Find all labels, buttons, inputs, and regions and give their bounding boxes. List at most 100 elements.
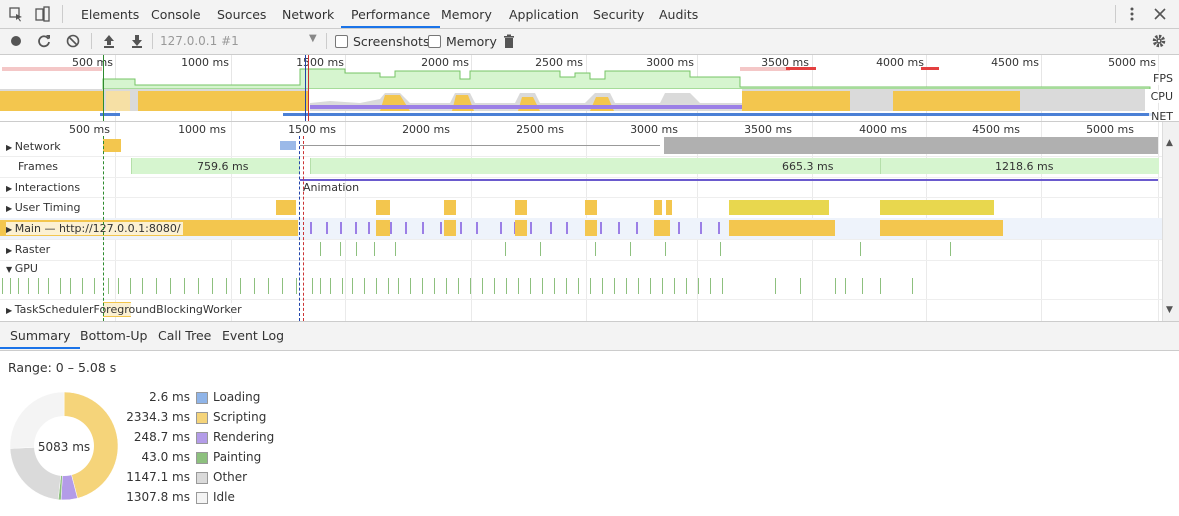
tab-performance[interactable]: Performance — [341, 0, 441, 28]
tab-security[interactable]: Security — [593, 7, 645, 22]
legend-item-loading: 2.6 ms Loading — [120, 390, 320, 410]
trash-icon[interactable] — [501, 33, 517, 49]
tab-elements[interactable]: Elements — [81, 7, 140, 22]
network-track-label: ▶ Network — [6, 140, 63, 153]
scroll-up-icon[interactable]: ▲ — [1166, 138, 1173, 148]
legend-value: 2334.3 ms — [126, 410, 190, 424]
ruler-tick: 2500 ms — [516, 123, 564, 136]
legend-swatch — [196, 432, 208, 444]
user-timing-track[interactable]: ▶ User Timing — [0, 197, 1162, 219]
fps-graph — [2, 67, 1151, 89]
legend-name: Rendering — [213, 430, 275, 444]
overview-tick: 2500 ms — [535, 56, 583, 69]
clear-icon[interactable] — [65, 33, 81, 49]
details-tab-bar: Summary Bottom-Up Call Tree Event Log — [0, 321, 1179, 351]
more-options-icon[interactable] — [1124, 6, 1140, 22]
overview-tick: 500 ms — [72, 56, 113, 69]
interactions-track[interactable]: Animation ▶ Interactions — [0, 177, 1162, 198]
save-profile-icon[interactable] — [129, 33, 145, 49]
summary-donut-chart — [9, 391, 119, 501]
tab-summary[interactable]: Summary — [0, 322, 81, 349]
tab-network[interactable]: Network — [282, 7, 335, 22]
tab-sources[interactable]: Sources — [217, 7, 267, 22]
gpu-track[interactable]: ▼ GPU — [0, 260, 1162, 300]
legend-name: Other — [213, 470, 248, 484]
profile-select[interactable]: 127.0.0.1 #1 ▼ — [157, 32, 323, 50]
network-track[interactable]: ▶ Network — [0, 136, 1162, 157]
flame-chart-scrollbar[interactable]: ▲ ▼ — [1162, 122, 1179, 321]
memory-label: Memory — [446, 34, 497, 49]
net-graph — [100, 113, 1153, 116]
ruler-tick: 1500 ms — [288, 123, 336, 136]
raster-track[interactable]: ▶ Raster — [0, 239, 1162, 261]
ruler-tick: 4000 ms — [859, 123, 907, 136]
tab-application[interactable]: Application — [509, 7, 579, 22]
legend-name: Idle — [213, 490, 235, 504]
legend-item-scripting: 2334.3 ms Scripting — [120, 410, 320, 430]
summary-panel: Range: 0 – 5.08 s 5083 ms 2.6 ms Loading… — [0, 350, 1179, 516]
reload-record-icon[interactable] — [36, 33, 52, 49]
overview-tick: 1000 ms — [181, 56, 229, 69]
performance-toolbar: 127.0.0.1 #1 ▼ Screenshots Memory — [0, 29, 1179, 55]
gpu-tasks — [2, 278, 913, 294]
ruler-tick: 2000 ms — [402, 123, 450, 136]
overview-tick: 3500 ms — [761, 56, 809, 69]
device-toolbar-icon[interactable] — [34, 6, 50, 22]
main-thread-tasks — [310, 220, 1003, 236]
chevron-down-icon: ▼ — [309, 33, 317, 44]
screenshots-label: Screenshots — [353, 34, 430, 49]
frames-track-label: Frames — [18, 160, 61, 173]
fps-label: FPS — [1151, 72, 1175, 85]
main-thread-track[interactable]: ▶ Main — http://127.0.0.1:8080/ — [0, 218, 1162, 240]
legend-swatch — [196, 392, 208, 404]
flame-chart[interactable]: 500 ms 1000 ms 1500 ms 2000 ms 2500 ms 3… — [0, 122, 1179, 321]
cpu-graph — [0, 89, 1145, 111]
range-label: Range: 0 – 5.08 s — [8, 360, 117, 375]
legend-swatch — [196, 472, 208, 484]
inspect-element-icon[interactable] — [8, 6, 24, 22]
frames-track[interactable]: 759.6 ms 665.3 ms 1218.6 ms Frames — [0, 156, 1162, 178]
scroll-down-icon[interactable]: ▼ — [1166, 305, 1173, 315]
legend-value: 1147.1 ms — [126, 470, 190, 484]
legend-swatch — [196, 492, 208, 504]
net-label: NET — [1149, 110, 1175, 122]
ruler-tick: 4500 ms — [972, 123, 1020, 136]
frame-duration: 759.6 ms — [197, 160, 249, 173]
close-icon[interactable] — [1152, 6, 1168, 22]
devtools-tab-bar: Elements Console Sources Network Perform… — [0, 0, 1179, 29]
screenshots-checkbox[interactable] — [335, 35, 348, 48]
legend-name: Scripting — [213, 410, 267, 424]
legend-value: 2.6 ms — [149, 390, 190, 404]
tab-event-log[interactable]: Event Log — [222, 328, 285, 343]
ruler-tick: 5000 ms — [1086, 123, 1134, 136]
overview-tick: 4500 ms — [991, 56, 1039, 69]
tab-bottom-up[interactable]: Bottom-Up — [80, 328, 148, 343]
legend-swatch — [196, 412, 208, 424]
cpu-label: CPU — [1148, 90, 1175, 103]
overview-tick: 5000 ms — [1108, 56, 1156, 69]
legend-item-other: 1147.1 ms Other — [120, 470, 320, 490]
gpu-track-label: ▼ GPU — [6, 262, 40, 275]
settings-gear-icon[interactable] — [1151, 33, 1167, 49]
memory-checkbox[interactable] — [428, 35, 441, 48]
legend-value: 1307.8 ms — [126, 490, 190, 504]
timeline-overview[interactable]: 500 ms 1000 ms 1500 ms 2000 ms 2500 ms 3… — [0, 55, 1179, 122]
summary-total: 5083 ms — [37, 440, 91, 454]
animation-label: Animation — [303, 181, 360, 194]
overview-tick: 2000 ms — [421, 56, 469, 69]
legend-value: 248.7 ms — [133, 430, 190, 444]
task-scheduler-track[interactable]: ▶ TaskSchedulerForegroundBlockingWorker — [0, 299, 1162, 321]
tab-audits[interactable]: Audits — [659, 7, 699, 22]
tab-memory[interactable]: Memory — [441, 7, 492, 22]
record-icon[interactable] — [8, 33, 24, 49]
frame-duration: 665.3 ms — [782, 160, 834, 173]
overview-tick: 3000 ms — [646, 56, 694, 69]
load-profile-icon[interactable] — [101, 33, 117, 49]
tab-console[interactable]: Console — [151, 7, 201, 22]
legend-item-rendering: 248.7 ms Rendering — [120, 430, 320, 450]
overview-tick: 4000 ms — [876, 56, 924, 69]
legend-value: 43.0 ms — [141, 450, 190, 464]
tab-call-tree[interactable]: Call Tree — [158, 328, 212, 343]
interactions-track-label: ▶ Interactions — [6, 181, 83, 194]
legend-name: Painting — [213, 450, 262, 464]
